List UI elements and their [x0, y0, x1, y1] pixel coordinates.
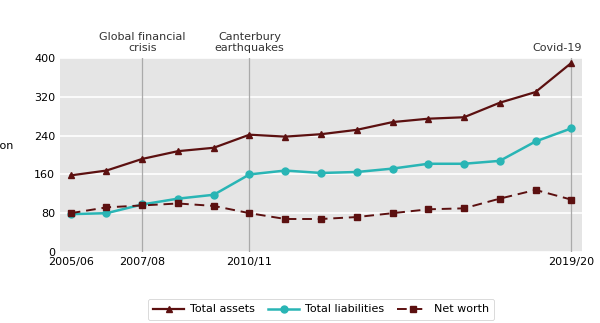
Text: Canterbury
earthquakes: Canterbury earthquakes [215, 32, 284, 53]
Y-axis label: $billion: $billion [0, 141, 13, 150]
Text: Global financial
crisis: Global financial crisis [99, 32, 185, 53]
Legend: Total assets, Total liabilities, Net worth: Total assets, Total liabilities, Net wor… [148, 299, 494, 320]
Text: Covid-19: Covid-19 [533, 43, 582, 53]
